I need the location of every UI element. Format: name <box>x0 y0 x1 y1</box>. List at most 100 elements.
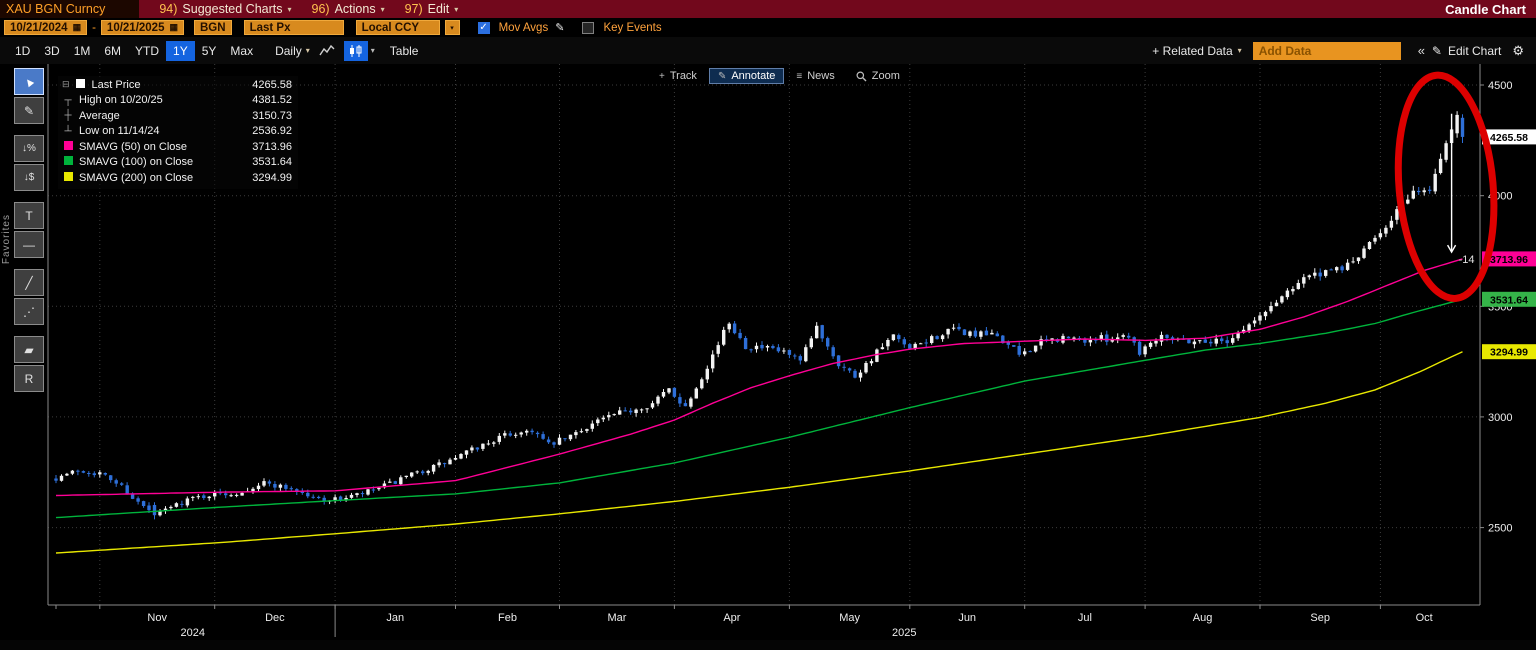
price-move-tool-icon: ↓$ <box>23 172 35 183</box>
edit-chart-label: Edit Chart <box>1447 43 1502 58</box>
svg-text:Apr: Apr <box>723 612 740 624</box>
menu-actions[interactable]: 96) Actions ▾ <box>312 2 385 16</box>
chart-tool-buttons: + Track ✎ Annotate ≡ News Zoom <box>650 68 909 84</box>
frequency-selector[interactable]: Daily ▾ <box>275 44 310 58</box>
price-field-selector[interactable]: Last Px <box>243 20 344 35</box>
menu-label: Actions <box>334 2 376 16</box>
menu-suggested-charts[interactable]: 94) Suggested Charts ▾ <box>159 2 291 16</box>
legend-label: SMAVG (200) on Close <box>79 171 194 184</box>
chart-type-dropdown[interactable]: ▾ <box>370 46 375 55</box>
svg-text:4500: 4500 <box>1488 80 1512 92</box>
svg-text:2025: 2025 <box>892 627 916 639</box>
chart-tool-zoom[interactable]: Zoom <box>847 68 909 84</box>
table-button[interactable]: Table <box>389 43 419 58</box>
svg-text:Feb: Feb <box>498 612 517 624</box>
key-events-checkbox[interactable] <box>582 21 595 34</box>
legend-label: Low on 11/14/24 <box>79 125 160 138</box>
edit-mov-avgs-icon[interactable]: ✎ <box>555 22 565 34</box>
horizontal-line-tool[interactable]: — <box>14 231 44 258</box>
chart-tool-news[interactable]: ≡ News <box>787 68 843 84</box>
drawing-toolbar: ▲ ✎ ↓% ↓$ T — ╱ ⋰ ▰ R <box>14 68 44 392</box>
legend-row: SMAVG (100) on Close 3531.64 <box>62 155 292 171</box>
date-to-value: 10/21/2025 <box>106 21 165 34</box>
period-tab-max[interactable]: Max <box>230 43 254 58</box>
period-tab-ytd[interactable]: YTD <box>135 43 160 58</box>
legend-value: 2536.92 <box>252 125 292 138</box>
legend-collapse-icon[interactable]: ⊟ <box>62 79 70 90</box>
series-color-swatch <box>63 171 73 181</box>
trendline-tool[interactable]: ╱ <box>14 269 44 296</box>
percent-move-tool[interactable]: ↓% <box>14 135 44 162</box>
regression-tool[interactable]: R <box>14 365 44 392</box>
eraser-tool[interactable]: ▰ <box>14 336 44 363</box>
price-move-tool[interactable]: ↓$ <box>14 164 44 191</box>
collapse-panel-button[interactable]: « <box>1417 43 1425 58</box>
trendline-tool-icon: ╱ <box>25 275 33 290</box>
chart-toolbar: 1D 3D 1M 6M YTD 1Y 5Y Max Daily ▾ ▾ Table + Rel… <box>0 37 1536 64</box>
pencil-icon: ✎ <box>1431 43 1442 58</box>
chevron-down-icon: ▾ <box>287 4 292 14</box>
date-to-field[interactable]: 10/21/2025 ▦ <box>100 20 184 35</box>
legend-row: SMAVG (50) on Close 3713.96 <box>62 139 292 155</box>
svg-text:Jul: Jul <box>1078 612 1092 624</box>
horizontal-line-tool-icon: — <box>23 237 35 252</box>
chart-tool-annotate[interactable]: ✎ Annotate <box>708 68 785 84</box>
related-data-button[interactable]: + Related Data ▾ <box>1152 44 1241 58</box>
low-marker-icon: ┴ <box>64 125 72 137</box>
series-color-swatch <box>63 140 73 150</box>
svg-text:Sep: Sep <box>1310 612 1330 624</box>
currency-dropdown-button[interactable]: ▾ <box>444 20 460 35</box>
legend-row: ┬ High on 10/20/25 4381.52 <box>62 93 292 109</box>
period-tab-3d[interactable]: 3D <box>44 43 60 58</box>
date-from-value: 10/21/2024 <box>10 21 68 34</box>
ray-tool-icon: ⋰ <box>23 304 35 319</box>
period-tab-1d[interactable]: 1D <box>15 43 31 58</box>
ray-tool[interactable]: ⋰ <box>14 298 44 325</box>
line-chart-type-button[interactable] <box>315 41 339 61</box>
svg-text:Mar: Mar <box>608 612 627 624</box>
period-tab-6m[interactable]: 6M <box>104 43 122 58</box>
legend-swatch <box>75 78 87 91</box>
calendar-icon[interactable]: ▦ <box>169 22 178 32</box>
chart-tool-track[interactable]: + Track <box>650 68 706 84</box>
chart-area: Favorites ▲ ✎ ↓% ↓$ T — ╱ ⋰ ▰ R + Track ✎ Annotate ≡ N… <box>0 64 1536 640</box>
cursor-tool-icon: ▲ <box>19 72 38 91</box>
gear-icon[interactable]: ⚙ <box>1512 42 1524 58</box>
period-tab-5y[interactable]: 5Y <box>201 43 217 58</box>
security-field[interactable]: XAU BGN Curncy <box>0 0 140 18</box>
chart-legend: ⊟ Last Price 4265.58 ┬ High on 10/20/25 4381.… <box>58 76 298 189</box>
legend-row: ┴ Low on 11/14/24 2536.92 <box>62 124 292 140</box>
legend-row: ┼ Average 3150.73 <box>62 108 292 124</box>
high-marker-icon: ┬ <box>64 94 72 106</box>
menu-edit[interactable]: 97) Edit ▾ <box>405 2 459 16</box>
draw-annotation-tool[interactable]: ✎ <box>14 97 44 124</box>
mov-avgs-checkbox[interactable]: ✓ <box>477 21 490 34</box>
candle-chart-type-button[interactable] <box>343 40 368 61</box>
period-tab-1m[interactable]: 1M <box>73 43 91 58</box>
svg-text:3531.64: 3531.64 <box>1490 294 1528 306</box>
currency-selector[interactable]: Local CCY <box>355 20 440 35</box>
legend-value: 3294.99 <box>252 171 292 184</box>
svg-text:3000: 3000 <box>1488 412 1512 424</box>
period-tab-1y[interactable]: 1Y <box>166 40 195 61</box>
text-tool[interactable]: T <box>14 202 44 229</box>
legend-swatch <box>62 156 74 168</box>
frequency-value: Daily <box>275 43 302 58</box>
add-data-input[interactable]: Add Data <box>1252 41 1401 60</box>
cursor-tool[interactable]: ▲ <box>14 68 44 95</box>
legend-label: SMAVG (100) on Close <box>79 156 194 169</box>
date-from-field[interactable]: 10/21/2024 ▦ <box>4 20 88 35</box>
svg-text:4265.58: 4265.58 <box>1490 132 1528 144</box>
svg-text:2500: 2500 <box>1488 523 1512 535</box>
legend-value: 3150.73 <box>252 109 292 122</box>
edit-chart-button[interactable]: ✎ Edit Chart <box>1432 44 1501 58</box>
legend-value: 3531.64 <box>252 156 292 169</box>
title-bar: XAU BGN Curncy 94) Suggested Charts ▾ 96… <box>0 0 1536 18</box>
news-label: News <box>807 70 835 82</box>
calendar-icon[interactable]: ▦ <box>72 22 82 32</box>
price-source-field[interactable]: BGN <box>194 20 232 35</box>
svg-text:3713.96: 3713.96 <box>1490 254 1528 266</box>
favorites-tab[interactable]: Favorites <box>1 214 12 265</box>
bottom-strip <box>0 640 1536 650</box>
